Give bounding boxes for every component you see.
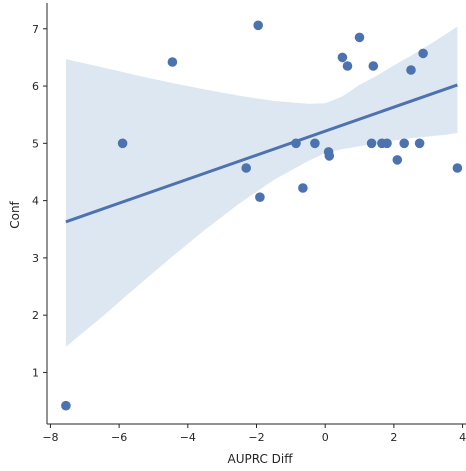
data-points	[61, 20, 463, 411]
x-tick-label: 2	[390, 431, 397, 444]
y-ticks: 1 2 3 4 5 6 7	[32, 23, 47, 379]
y-axis-label: Conf	[8, 200, 22, 228]
data-point-19	[399, 138, 410, 149]
data-point-10	[324, 151, 335, 161]
y-tick-label: 7	[32, 23, 39, 36]
y-tick-label: 2	[32, 309, 39, 322]
x-ticks: −8 −6 −4 −2 0 2 4	[42, 424, 466, 444]
y-tick-label: 6	[32, 80, 39, 93]
x-tick-label: −2	[248, 431, 264, 444]
confidence-band	[65, 26, 458, 347]
data-point-2	[167, 57, 178, 67]
data-point-0	[61, 400, 71, 411]
data-point-4	[253, 20, 263, 31]
data-point-3	[241, 163, 251, 173]
data-point-15	[368, 61, 379, 71]
x-tick-label: −8	[42, 431, 58, 444]
regression-line	[65, 83, 458, 224]
x-tick-label: 4	[459, 431, 466, 444]
x-tick-label: 0	[322, 431, 329, 444]
data-point-5	[255, 192, 265, 202]
data-point-23	[452, 163, 463, 173]
x-axis-label: AUPRC Diff	[227, 452, 293, 466]
data-point-17	[382, 138, 392, 149]
y-tick-label: 5	[32, 137, 39, 150]
data-point-14	[366, 138, 377, 149]
data-point-21	[414, 138, 425, 149]
data-point-11	[337, 52, 348, 63]
y-tick-label: 3	[32, 252, 39, 265]
data-point-1	[117, 138, 128, 149]
data-point-22	[418, 48, 428, 59]
data-point-8	[310, 138, 320, 149]
x-tick-label: −6	[111, 431, 127, 444]
data-point-20	[406, 65, 416, 75]
data-point-6	[291, 138, 301, 149]
data-point-12	[342, 61, 353, 71]
data-point-7	[298, 183, 308, 193]
data-point-18	[392, 155, 403, 165]
data-point-13	[354, 32, 365, 43]
y-tick-label: 1	[32, 366, 39, 379]
y-tick-label: 4	[32, 195, 39, 208]
x-tick-label: −4	[180, 431, 196, 444]
